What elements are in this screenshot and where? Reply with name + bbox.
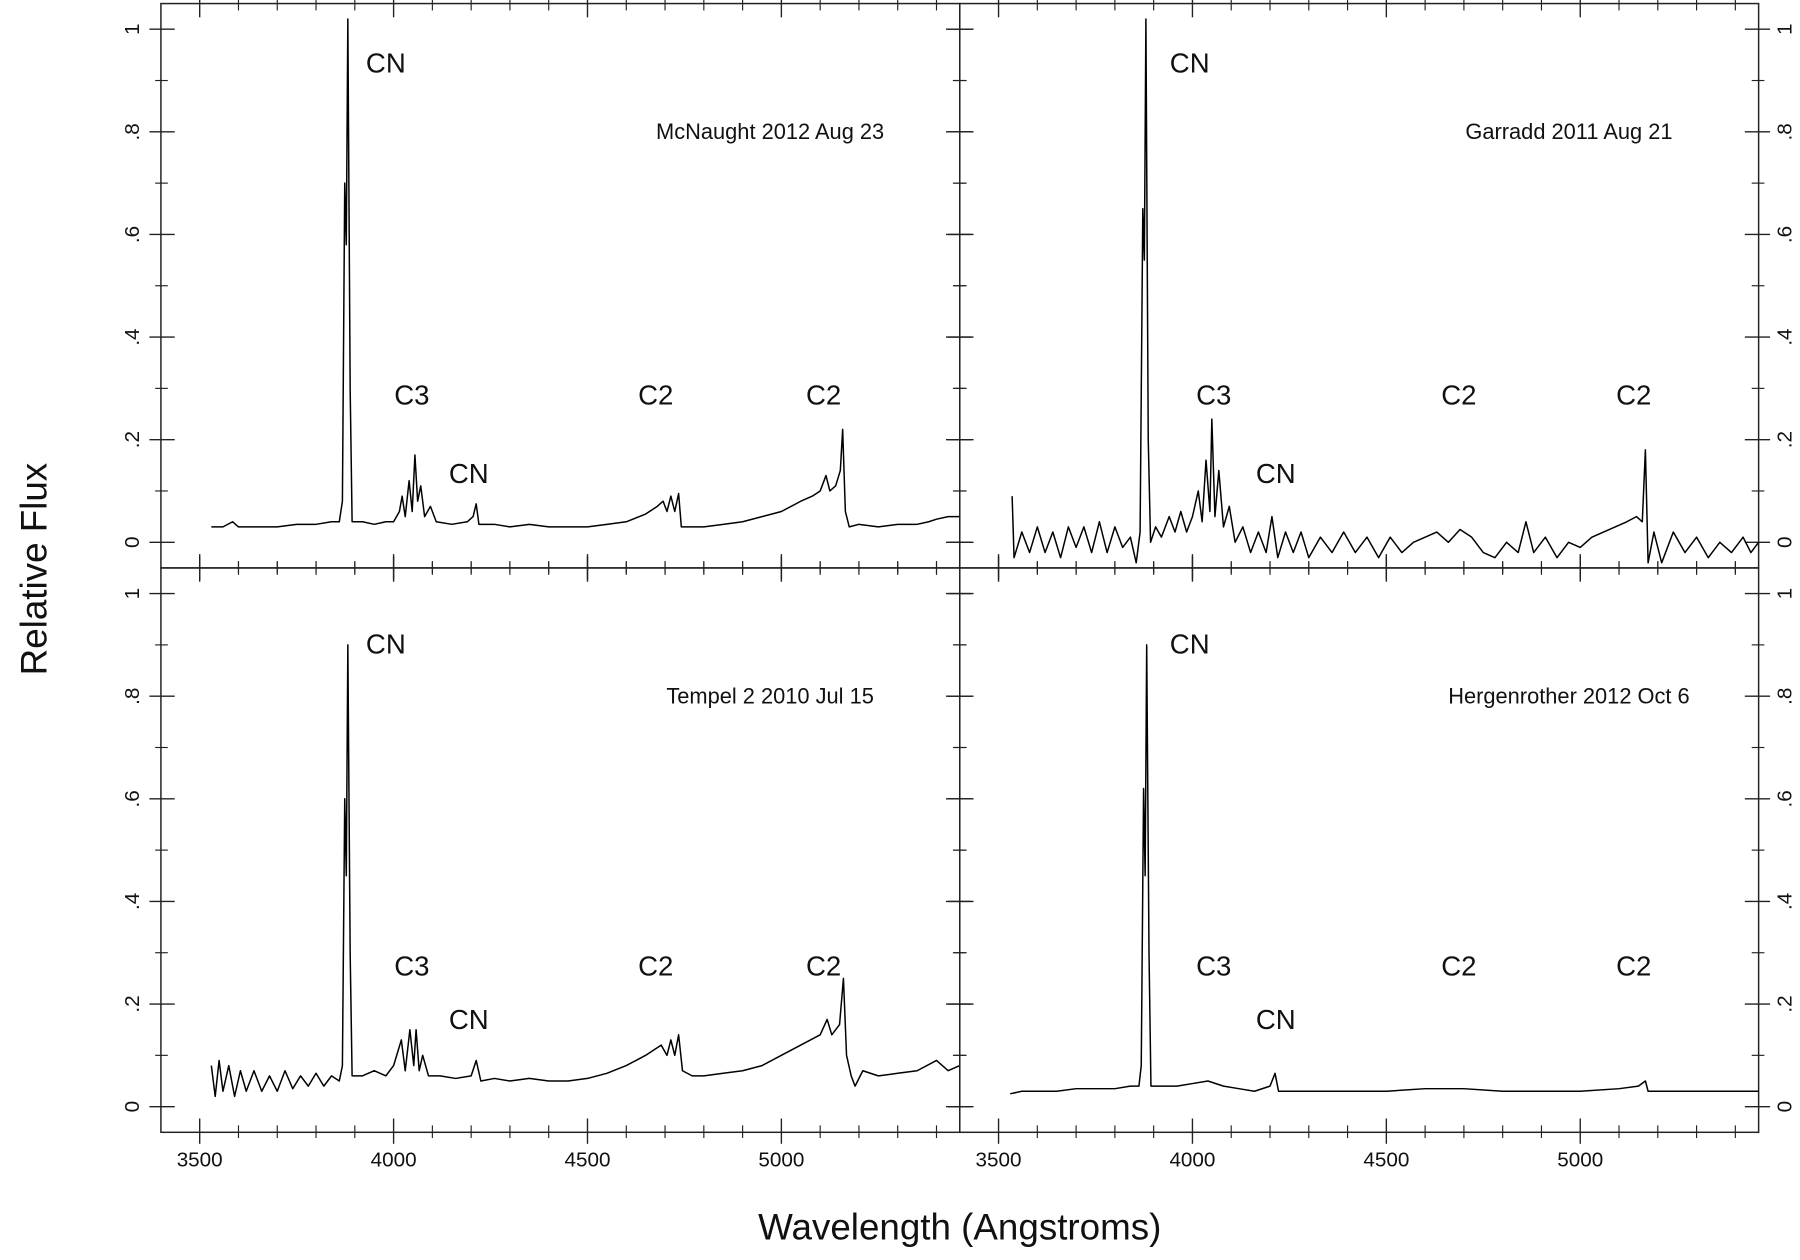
line-annotation: C3 (1196, 379, 1231, 410)
spectrum-line (210, 644, 961, 1098)
panel-frame (160, 2, 961, 569)
x-tick-label: 4000 (1169, 1149, 1215, 1172)
x-tick-label: 5000 (1557, 1149, 1603, 1172)
y-tick-label: .2 (121, 995, 144, 1012)
y-tick-label: 1 (1774, 588, 1797, 600)
y-tick-label: .2 (121, 431, 144, 448)
y-tick-label: .6 (1774, 790, 1797, 807)
y-tick-label: .6 (1774, 226, 1797, 243)
line-annotation: C2 (638, 950, 673, 981)
line-annotation: C3 (1196, 950, 1231, 981)
x-tick-label: 4000 (371, 1149, 417, 1172)
y-tick-label: .8 (1774, 123, 1797, 140)
line-annotation: CN (449, 1004, 489, 1035)
panel-title: Hergenrother 2012 Oct 6 (1448, 684, 1689, 709)
y-tick-label: 0 (121, 1101, 144, 1113)
line-annotation: C2 (638, 379, 673, 410)
y-tick-label: .4 (1774, 893, 1797, 910)
line-annotation: C3 (394, 950, 429, 981)
x-axis-label: Wavelength (Angstroms) (758, 1207, 1161, 1248)
spectrum-line (211, 18, 960, 528)
y-tick-label: .6 (121, 226, 144, 243)
line-annotation: C2 (1616, 950, 1651, 981)
panel-frame (160, 567, 961, 1134)
panel-title: Tempel 2 2010 Jul 15 (666, 684, 874, 709)
y-tick-label: .8 (121, 123, 144, 140)
y-tick-label: .2 (1774, 995, 1797, 1012)
y-tick-label: .4 (1774, 328, 1797, 345)
line-annotation: CN (366, 47, 406, 78)
line-annotation: C2 (1441, 379, 1476, 410)
panel-title: Garradd 2011 Aug 21 (1465, 119, 1672, 144)
x-tick-label: 4500 (564, 1149, 610, 1172)
line-annotation: C3 (394, 379, 429, 410)
panel-frame (959, 2, 1760, 569)
x-tick-label: 3500 (177, 1149, 223, 1172)
line-annotation: CN (1170, 629, 1210, 660)
line-annotation: C2 (806, 379, 841, 410)
y-tick-label: 0 (1774, 537, 1797, 549)
y-tick-label: 1 (1774, 23, 1797, 35)
line-annotation: C2 (806, 950, 841, 981)
y-axis-label: Relative Flux (14, 463, 55, 675)
panel-title: McNaught 2012 Aug 23 (656, 119, 884, 144)
x-tick-label: 3500 (976, 1149, 1022, 1172)
y-tick-label: 0 (1774, 1101, 1797, 1113)
y-tick-label: .4 (121, 893, 144, 910)
y-tick-label: 0 (121, 537, 144, 549)
line-annotation: CN (366, 629, 406, 660)
y-tick-label: 1 (121, 23, 144, 34)
y-tick-label: .6 (121, 790, 144, 807)
x-tick-label: 5000 (758, 1149, 804, 1172)
line-annotation: C2 (1616, 379, 1651, 410)
y-tick-label: .2 (1774, 431, 1797, 448)
line-annotation: CN (449, 458, 489, 489)
y-tick-label: .8 (121, 688, 144, 705)
panel-frame (959, 567, 1760, 1134)
line-annotation: C2 (1441, 950, 1476, 981)
spectrum-line (1011, 18, 1760, 564)
line-annotation: CN (1256, 458, 1296, 489)
y-tick-label: 1 (121, 588, 144, 600)
line-annotation: CN (1256, 1004, 1296, 1035)
y-tick-label: .8 (1774, 688, 1797, 705)
x-tick-label: 4500 (1363, 1149, 1409, 1172)
y-tick-label: .4 (121, 328, 144, 345)
line-annotation: CN (1170, 47, 1210, 78)
spectrum-line (1010, 644, 1759, 1095)
